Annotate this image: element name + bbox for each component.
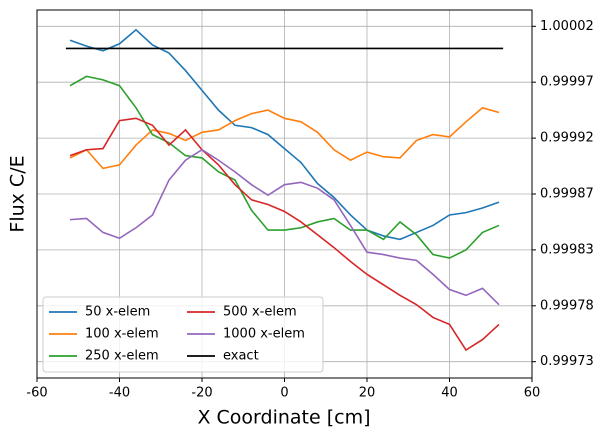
legend-label: exact bbox=[223, 349, 259, 364]
y-tick-label: 0.99973 bbox=[540, 354, 594, 369]
series-line bbox=[69, 117, 500, 352]
legend-label: 100 x-elem bbox=[85, 327, 159, 342]
series-line bbox=[69, 148, 500, 306]
x-tick-label: -40 bbox=[109, 386, 130, 401]
x-tick-label: 60 bbox=[524, 386, 541, 401]
legend-label: 250 x-elem bbox=[85, 349, 159, 364]
x-tick-label: 20 bbox=[359, 386, 376, 401]
x-tick-label: 0 bbox=[280, 386, 288, 401]
legend-label: 50 x-elem bbox=[85, 305, 150, 320]
y-tick-label: 1.00002 bbox=[540, 19, 594, 34]
x-tick-label: -20 bbox=[191, 386, 212, 401]
y-tick-label: 0.99983 bbox=[540, 242, 594, 257]
x-tick-label: -60 bbox=[26, 386, 47, 401]
series-line bbox=[69, 106, 500, 170]
series-line bbox=[69, 75, 500, 259]
legend-label: 500 x-elem bbox=[223, 305, 297, 320]
y-tick-label: 0.99987 bbox=[540, 187, 594, 202]
legend-label: 1000 x-elem bbox=[223, 327, 305, 342]
y-axis-label: Flux C/E bbox=[7, 155, 29, 232]
plot-frame bbox=[36, 9, 533, 379]
y-tick-label: 0.99992 bbox=[540, 131, 594, 146]
legend-box bbox=[42, 296, 324, 373]
y-tick-label: 0.99997 bbox=[540, 75, 594, 90]
x-tick-label: 40 bbox=[441, 386, 458, 401]
series-line bbox=[69, 28, 500, 241]
x-axis-label: X Coordinate [cm] bbox=[197, 407, 370, 429]
y-tick-label: 0.99978 bbox=[540, 298, 594, 313]
